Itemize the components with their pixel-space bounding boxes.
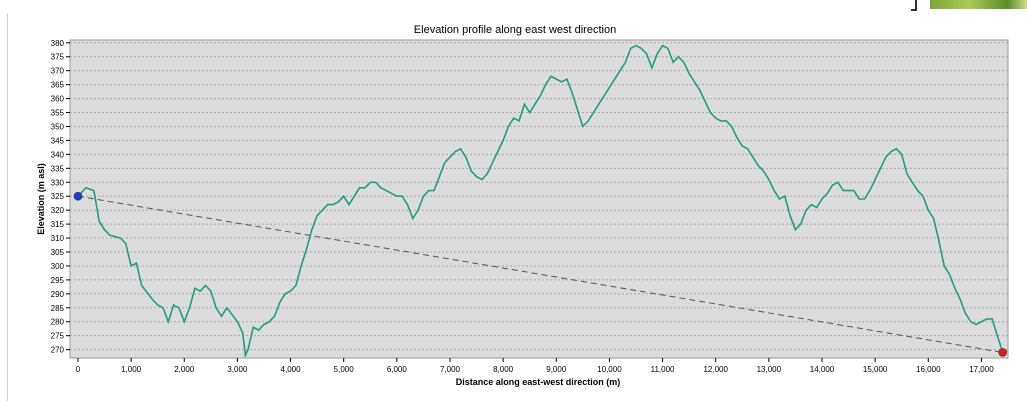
y-tick-label: 345: [51, 136, 65, 145]
x-tick-label: 8,000: [493, 365, 514, 374]
y-tick-label: 370: [51, 67, 65, 76]
x-tick-label: 17,000: [969, 365, 994, 374]
x-tick-label: 1,000: [121, 365, 142, 374]
x-axis-label: Distance along east-west direction (m): [456, 377, 621, 387]
x-tick-label: 4,000: [281, 365, 302, 374]
left-border-rule: [7, 14, 8, 401]
y-axis-ticks: 270 275 280 285 290 295 300 305 310 315 320 325 330 3…: [51, 39, 70, 355]
x-tick-label: 5,000: [334, 365, 355, 374]
y-tick-label: 305: [51, 248, 65, 257]
y-tick-label: 300: [51, 262, 65, 271]
y-tick-label: 355: [51, 109, 65, 118]
y-tick-label: 315: [51, 220, 65, 229]
y-tick-label: 330: [51, 178, 65, 187]
y-tick-label: 290: [51, 290, 65, 299]
y-axis-label: Elevation (m asl): [36, 163, 46, 235]
y-tick-label: 285: [51, 304, 65, 313]
y-tick-label: 275: [51, 332, 65, 341]
x-tick-label: 7,000: [440, 365, 461, 374]
y-tick-label: 270: [51, 346, 65, 355]
y-tick-label: 295: [51, 276, 65, 285]
chart-title: Elevation profile along east west direct…: [414, 24, 616, 36]
x-tick-label: 12,000: [703, 365, 728, 374]
endpoint-marker: [998, 348, 1007, 357]
y-tick-label: 380: [51, 39, 65, 48]
y-tick-label: 350: [51, 122, 65, 131]
y-tick-label: 365: [51, 81, 65, 90]
corner-logo-image: [930, 0, 1027, 9]
plot-area: [69, 39, 1009, 359]
x-tick-label: 3,000: [227, 365, 248, 374]
x-tick-label: 15,000: [863, 365, 888, 374]
x-tick-label: 11,000: [651, 365, 675, 374]
x-tick-label: 0: [76, 365, 81, 374]
y-tick-label: 335: [51, 164, 65, 173]
endpoint-marker: [73, 191, 83, 201]
x-tick-label: 10,000: [597, 365, 622, 374]
x-tick-label: 16,000: [916, 365, 941, 374]
grid-lines: [70, 42, 1008, 351]
y-tick-label: 310: [51, 234, 65, 243]
y-tick-label: 280: [51, 318, 65, 327]
y-tick-label: 340: [51, 150, 65, 159]
x-axis-ticks: 0 1,000 2,000 3,000 4,000 5,000 6,000 7,000 8,00…: [76, 358, 994, 374]
elevation-series-line: [77, 44, 1004, 359]
x-tick-label: 9,000: [546, 365, 567, 374]
y-tick-label: 325: [51, 192, 65, 201]
endpoint-markers: [73, 191, 1007, 357]
x-tick-label: 6,000: [387, 365, 408, 374]
y-tick-label: 375: [51, 53, 65, 62]
corner-bracket: [911, 0, 917, 11]
y-tick-label: 360: [51, 95, 65, 104]
x-tick-label: 14,000: [810, 365, 835, 374]
x-tick-label: 13,000: [757, 365, 782, 374]
reference-dashed-line: [77, 195, 1003, 353]
y-tick-label: 320: [51, 206, 65, 215]
x-tick-label: 2,000: [174, 365, 195, 374]
